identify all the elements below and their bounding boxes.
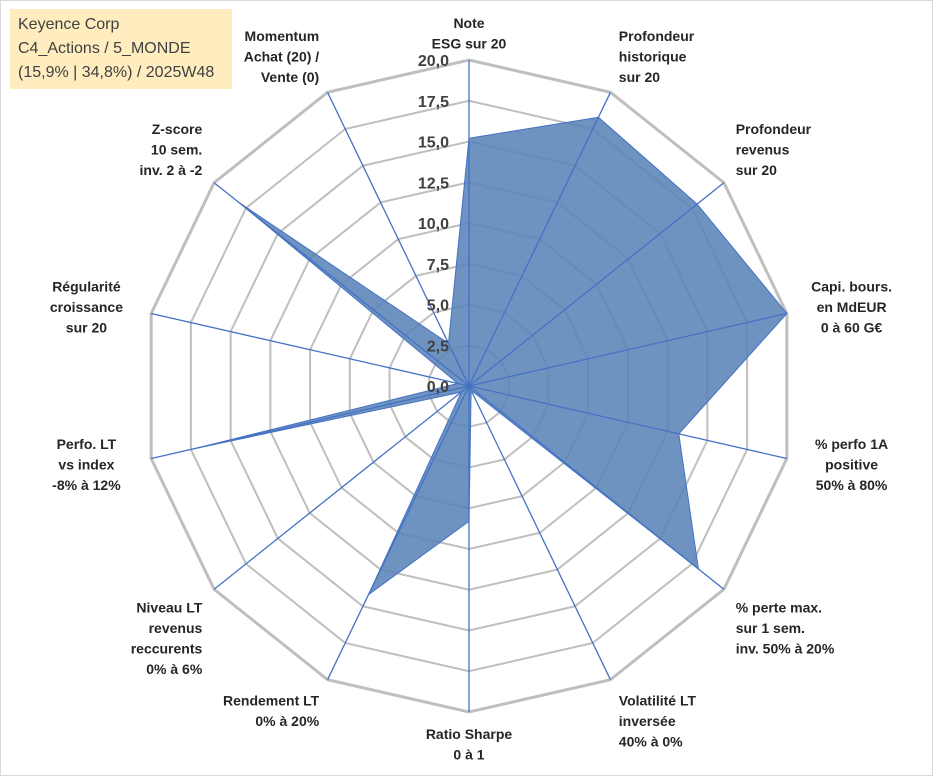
axis-spoke	[213, 385, 470, 590]
axis-label: Rendement LT	[223, 693, 320, 709]
tick-label: 5,0	[427, 298, 449, 315]
axis-label: inv. 50% à 20%	[736, 640, 835, 656]
axis-label: Ratio Sharpe	[426, 726, 513, 742]
axis-label: Z-score	[152, 121, 203, 137]
axis-label: 50% à 80%	[816, 477, 888, 493]
axis-label: % perfo 1A	[815, 436, 888, 452]
spoke-layer	[151, 60, 787, 712]
company-name: Keyence Corp	[18, 16, 120, 33]
axis-label: inv. 2 à -2	[140, 162, 203, 178]
axis-label: Profondeur	[736, 121, 812, 137]
axis-label: positive	[825, 457, 878, 473]
portfolio-info: (15,9% | 34,8%) / 2025W48	[18, 64, 215, 81]
axis-label: 40% à 0%	[619, 734, 683, 750]
axis-label: sur 1 sem.	[736, 620, 805, 636]
axis-label: % perte max.	[736, 599, 822, 615]
axis-label: Note	[453, 15, 484, 31]
tick-label: 20,0	[418, 53, 449, 70]
axis-spoke	[151, 312, 470, 387]
axis-spoke	[468, 182, 725, 387]
tick-label: 10,0	[418, 216, 449, 233]
axis-spoke	[468, 385, 787, 460]
axis-label: sur 20	[736, 162, 777, 178]
axis-spoke	[326, 385, 470, 680]
portfolio-name: C4_Actions / 5_MONDE	[18, 40, 191, 57]
tick-label: 17,5	[418, 94, 449, 111]
axis-spoke	[468, 312, 787, 387]
series-layer	[193, 116, 788, 597]
axis-spoke	[468, 385, 612, 680]
axis-label: 10 sem.	[151, 142, 202, 158]
axis-label: Régularité	[52, 278, 121, 294]
axis-label: Momentum	[245, 28, 320, 44]
series-area	[193, 116, 788, 597]
axis-label: -8% à 12%	[52, 477, 121, 493]
axis-spoke	[326, 92, 470, 387]
axis-spoke	[151, 385, 470, 460]
axis-label: reccurents	[131, 640, 203, 656]
axis-label: revenus	[149, 620, 203, 636]
axis-label: Vente (0)	[261, 69, 319, 85]
axis-label: revenus	[736, 142, 790, 158]
axis-label: Volatilité LT	[619, 693, 697, 709]
axis-label: Capi. bours.	[811, 278, 892, 294]
tick-layer: 0,0 2,5 5,0 7,5 10,0 12,5 15,0 17,5 20,0	[418, 53, 449, 396]
axis-label: 0% à 6%	[146, 661, 203, 677]
axis-label: sur 20	[66, 319, 107, 335]
axis-label: Achat (20) /	[244, 48, 320, 64]
axis-label: 0 à 60 G€	[821, 319, 883, 335]
label-layer: Note ESG sur 20 Profondeur historique sur 20…	[50, 15, 892, 763]
axis-label: inversée	[619, 713, 676, 729]
tick-label: 7,5	[427, 257, 449, 274]
axis-label: sur 20	[619, 69, 660, 85]
axis-label: Perfo. LT	[57, 436, 117, 452]
tick-label: 15,0	[418, 135, 449, 152]
axis-label: Niveau LT	[136, 599, 202, 615]
axis-spoke	[468, 385, 725, 590]
axis-label: vs index	[58, 457, 114, 473]
title-box: Keyence Corp C4_Actions / 5_MONDE (15,9%…	[10, 9, 232, 89]
axis-label: 0 à 1	[453, 747, 484, 763]
axis-label: 0% à 20%	[255, 713, 319, 729]
tick-label: 12,5	[418, 175, 449, 192]
tick-label: 0,0	[427, 379, 449, 396]
axis-spoke	[468, 92, 612, 387]
tick-label: 2,5	[427, 338, 449, 355]
axis-spoke	[213, 182, 470, 387]
axis-label: en MdEUR	[817, 299, 887, 315]
axis-label: historique	[619, 48, 687, 64]
axis-label: croissance	[50, 299, 123, 315]
axis-label: ESG sur 20	[432, 36, 507, 52]
axis-label: Profondeur	[619, 28, 695, 44]
